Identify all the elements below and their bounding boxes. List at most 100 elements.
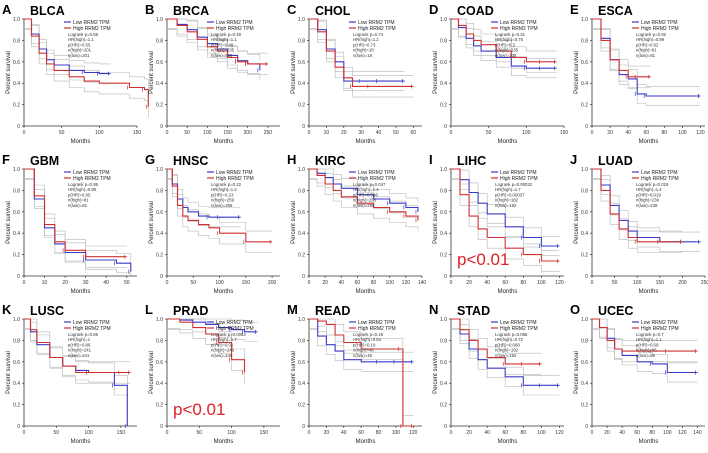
- panel-title: LUSC: [30, 304, 64, 318]
- x-tick-label: 60: [358, 430, 364, 436]
- stat-line: n(low)=201: [68, 53, 90, 58]
- legend-high-label: High RRM2 TPM: [641, 26, 679, 32]
- y-tick-label: 0.2: [156, 253, 163, 259]
- x-tick-label: 100: [215, 280, 224, 286]
- ci-lower-line: [167, 28, 261, 80]
- ci-lower-line: [451, 29, 557, 73]
- low-series-line: [592, 18, 701, 97]
- km-panel-luad: J LUAD 0 0.2 0.4 0.6 0.8 1.0 0 50 100 150 200 250 Mont…: [570, 152, 708, 295]
- stat-line: n(high)=182: [495, 198, 519, 203]
- y-tick-label: 0.8: [13, 188, 20, 194]
- stat-line: p(HR)=0.19: [353, 342, 376, 347]
- y-tick-label: 0.2: [156, 403, 163, 409]
- x-tick-label: 20: [324, 430, 330, 436]
- panel-title: HNSC: [173, 154, 208, 168]
- y-tick-label: 0.2: [13, 103, 20, 109]
- x-tick-label: 60: [355, 280, 361, 286]
- stat-line: Logrank p=0.19: [353, 332, 384, 337]
- x-tick-label: 20: [607, 130, 613, 136]
- panel-title: KIRC: [315, 154, 346, 168]
- x-tick-label: 100: [537, 280, 546, 286]
- stat-line: Logrank p=0.047: [353, 182, 386, 187]
- stat-line: p(HR)=0.00037: [495, 192, 525, 197]
- panel-title: READ: [315, 304, 350, 318]
- x-tick-label: 100: [522, 130, 531, 136]
- y-tick-label: 0.4: [581, 231, 588, 237]
- x-tick-label: 40: [103, 280, 109, 286]
- y-tick-label: 1.0: [13, 17, 20, 23]
- x-tick-label: 150: [242, 280, 251, 286]
- low-series-line: [167, 318, 258, 333]
- x-tick-label: 100: [392, 430, 401, 436]
- ci-upper-line: [24, 318, 131, 363]
- high-series-line: [309, 18, 414, 87]
- high-series-line: [592, 318, 698, 352]
- legend-low-label: Low RRM2 TPM: [73, 170, 110, 176]
- legend-high-label: High RRM2 TPM: [358, 26, 396, 32]
- y-tick-label: 1.0: [581, 317, 588, 323]
- y-tick-label: 1.0: [156, 167, 163, 173]
- x-tick-label: 120: [696, 130, 705, 136]
- high-series-line: [24, 168, 127, 258]
- panel-letter: M: [287, 302, 298, 317]
- ci-upper-line: [309, 168, 419, 203]
- x-axis-label: Months: [639, 139, 659, 145]
- stat-line: Logrank p=0.22: [211, 182, 242, 187]
- y-axis-label: Percent survival: [6, 51, 12, 94]
- panel-letter: A: [2, 2, 12, 17]
- stat-line: HR(high)=1.2: [211, 187, 237, 192]
- y-tick-label: 1.0: [156, 17, 163, 23]
- y-tick-label: 1.0: [440, 167, 447, 173]
- panel-letter: J: [570, 152, 577, 167]
- km-panel-prad: L PRAD 0 0.2 0.4 0.6 0.8 1.0 0 50 100 150 Months Perc…: [145, 302, 280, 445]
- panel-letter: F: [2, 152, 10, 167]
- stat-line: HR(high)=1.7: [211, 337, 237, 342]
- y-tick-label: 0: [160, 424, 163, 430]
- x-tick-label: 200: [268, 280, 277, 286]
- legend-high-label: High RRM2 TPM: [216, 176, 254, 182]
- high-series-line: [451, 18, 557, 63]
- x-tick-label: 20: [466, 430, 472, 436]
- x-tick-label: 0: [450, 130, 453, 136]
- low-series-line: [309, 168, 419, 212]
- panel-letter: K: [2, 302, 12, 317]
- stat-line: HR(high)=1.1: [636, 337, 662, 342]
- low-series-line: [309, 318, 414, 363]
- ci-upper-line: [24, 18, 111, 65]
- y-axis-label: Percent survival: [149, 51, 155, 94]
- legend-low-label: Low RRM2 TPM: [358, 170, 395, 176]
- x-tick-label: 50: [486, 130, 492, 136]
- stat-line: Logrank p=0.0063: [211, 332, 246, 337]
- low-series-line: [592, 168, 701, 243]
- y-tick-label: 0.4: [13, 81, 20, 87]
- x-tick-label: 40: [484, 280, 490, 286]
- high-series-line: [451, 318, 542, 365]
- ci-lower-line: [309, 179, 419, 232]
- legend-low-label: Low RRM2 TPM: [358, 20, 395, 26]
- y-tick-label: 0.6: [581, 210, 588, 216]
- pvalue-annotation: p<0.01: [173, 400, 225, 419]
- panel-title: BRCA: [173, 4, 209, 18]
- ci-lower-line: [451, 328, 560, 396]
- stat-line: p(HR)=0.73: [353, 42, 376, 47]
- x-tick-label: 0: [308, 280, 311, 286]
- x-tick-label: 40: [376, 130, 382, 136]
- legend-low-label: Low RRM2 TPM: [216, 320, 253, 326]
- km-panel-chol: C CHOL 0 0.2 0.4 0.6 0.8 1.0 0 10 20 30 40 50 60 Months…: [287, 2, 422, 145]
- ci-lower-line: [309, 29, 414, 98]
- y-tick-label: 0.4: [581, 381, 588, 387]
- pvalue-annotation: p<0.01: [457, 250, 509, 269]
- legend-high-label: High RRM2 TPM: [216, 26, 254, 32]
- stat-line: n(high)=192: [495, 348, 519, 353]
- x-tick-label: 100: [678, 130, 687, 136]
- x-tick-label: 30: [358, 130, 364, 136]
- stat-line: n(low)=18: [353, 53, 373, 58]
- x-axis-label: Months: [214, 289, 234, 295]
- legend-low-label: Low RRM2 TPM: [358, 320, 395, 326]
- x-tick-label: 60: [643, 130, 649, 136]
- legend-high-label: High RRM2 TPM: [641, 176, 679, 182]
- y-tick-label: 0.8: [581, 338, 588, 344]
- ci-upper-line: [451, 168, 560, 251]
- y-tick-label: 0.8: [298, 338, 305, 344]
- panel-title: LIHC: [457, 154, 486, 168]
